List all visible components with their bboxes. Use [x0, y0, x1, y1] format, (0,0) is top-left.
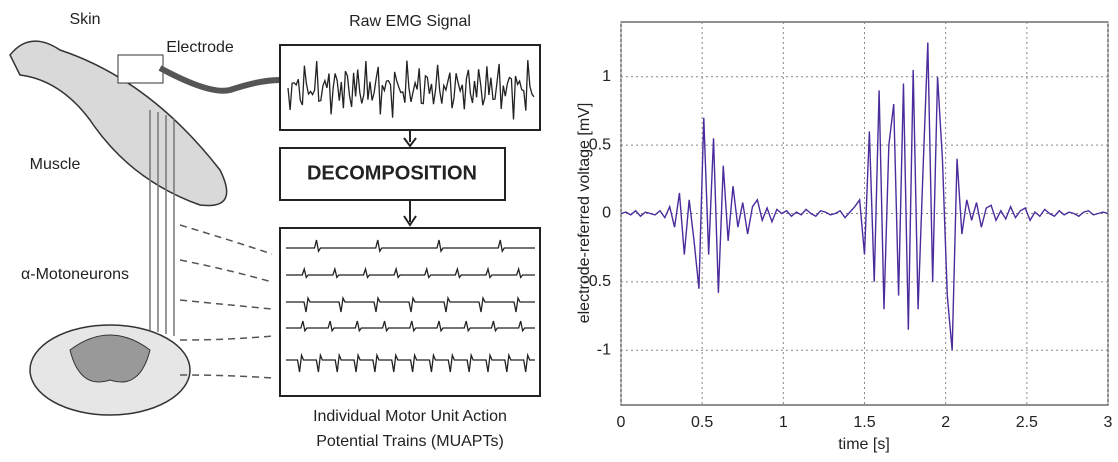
decomposition-label: DECOMPOSITION — [307, 162, 477, 184]
raw-signal — [287, 60, 535, 120]
y-tick-label: -1 — [597, 342, 611, 359]
train — [286, 352, 535, 373]
trains — [286, 239, 535, 373]
x-tick-label: 2.5 — [1016, 414, 1038, 431]
x-tick-label: 3 — [1104, 414, 1113, 431]
decomposition-box — [279, 147, 506, 201]
muscle-shape — [9, 40, 228, 207]
muscle-label: Muscle — [30, 156, 81, 173]
x-axis-label: time [s] — [838, 436, 890, 453]
caption-line: Potential Trains (MUAPTs) — [316, 433, 504, 450]
x-tick-label: 1.5 — [853, 414, 875, 431]
cable — [158, 65, 281, 94]
grey-matter — [69, 334, 151, 383]
train — [286, 320, 535, 333]
train — [286, 295, 535, 313]
motoneuron-label: α-Motoneurons — [21, 266, 129, 283]
electrode-label: Electrode — [166, 39, 234, 56]
signal-line — [620, 42, 1109, 351]
dashed-links — [179, 224, 273, 379]
y-tick-label: -0.5 — [583, 273, 611, 290]
train — [286, 266, 535, 279]
x-tick-label: 0.5 — [691, 414, 713, 431]
raw-title: Raw EMG Signal — [349, 13, 471, 30]
muapt-box — [279, 227, 541, 397]
raw-box — [279, 44, 541, 131]
x-tick-label: 0 — [617, 414, 626, 431]
y-tick-label: 1 — [602, 68, 611, 85]
y-axis-label: electrode-referred voltage [mV] — [576, 103, 593, 324]
diagram: Skin Electrode Muscle α-Motoneurons Raw … — [9, 11, 541, 450]
neurons — [149, 110, 175, 336]
arrows — [403, 130, 417, 227]
y-tick-label: 0 — [602, 205, 611, 222]
train — [286, 239, 535, 253]
skin-label: Skin — [69, 11, 100, 28]
x-tick-label: 2 — [941, 414, 950, 431]
x-tick-label: 1 — [779, 414, 788, 431]
y-tick-label: 0.5 — [589, 136, 611, 153]
skin-patch — [117, 54, 164, 84]
caption-line: Individual Motor Unit Action — [313, 408, 507, 425]
